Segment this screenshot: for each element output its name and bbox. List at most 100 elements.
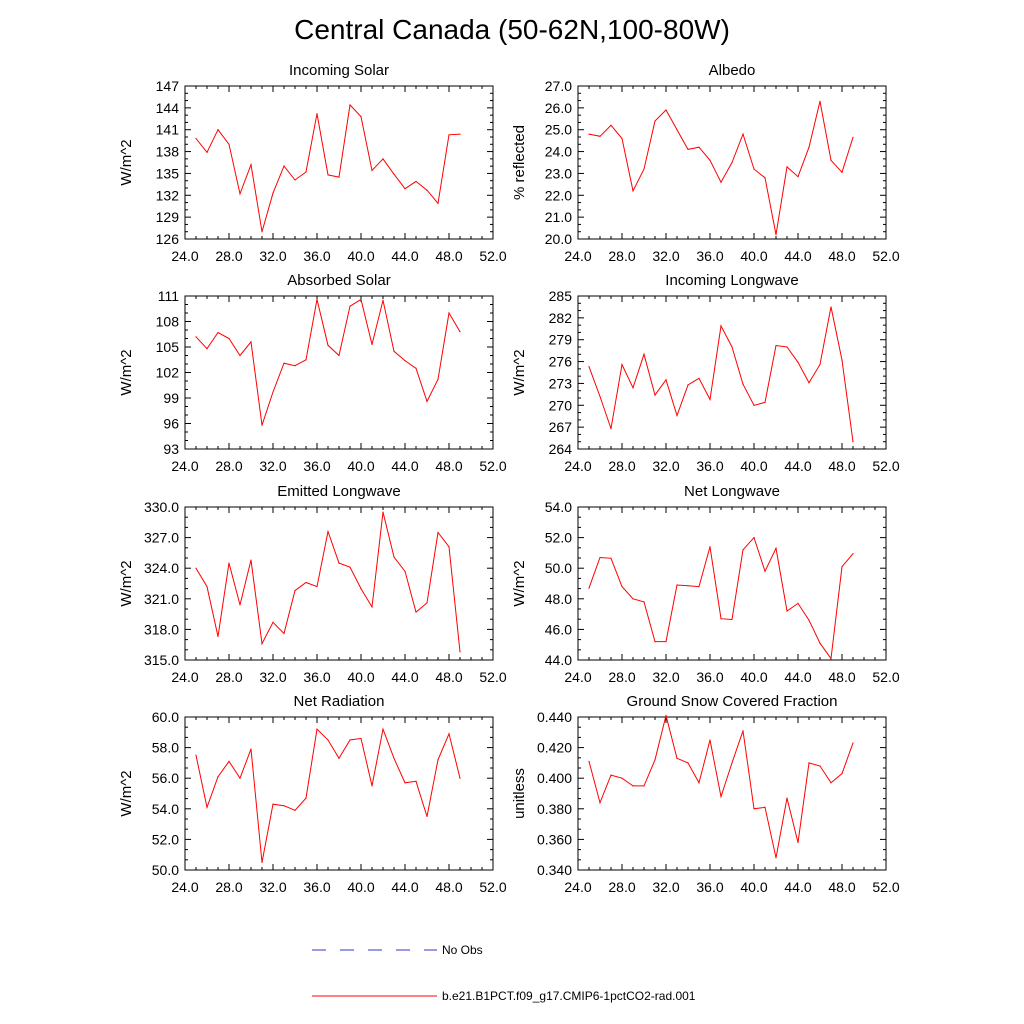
- data-point: [239, 354, 241, 357]
- y-tick-label: 105: [156, 339, 180, 355]
- data-point: [830, 159, 832, 161]
- y-tick-label: 264: [549, 441, 573, 457]
- data-point: [239, 604, 241, 606]
- data-point: [316, 298, 318, 300]
- y-tick-label: 141: [156, 122, 180, 138]
- y-axis-label: % reflected: [511, 125, 528, 200]
- x-tick-label: 32.0: [259, 879, 286, 895]
- panel-albedo: Albedo % reflected 24.0 28.0 32.0 36.0 40.0 44.…: [511, 62, 900, 264]
- y-tick-label: 285: [549, 288, 573, 304]
- y-axis-label: W/m^2: [118, 560, 135, 606]
- y-tick-label: 93: [163, 441, 179, 457]
- data-point: [217, 129, 219, 131]
- data-point: [797, 841, 799, 844]
- panel-title: Emitted Longwave: [277, 483, 400, 500]
- data-point: [393, 757, 395, 759]
- data-point: [720, 618, 722, 620]
- data-point: [731, 618, 733, 621]
- data-point: [228, 337, 230, 340]
- data-point: [852, 742, 854, 744]
- y-tick-label: 144: [156, 100, 180, 116]
- series-line: [588, 101, 854, 235]
- data-point: [742, 549, 744, 551]
- panel-incoming-longwave: Incoming Longwave W/m^2 24.0 28.0 32.0 36.0 40…: [511, 272, 900, 474]
- y-tick-label: 0.400: [537, 770, 572, 786]
- data-point: [687, 585, 689, 587]
- data-point: [327, 530, 329, 533]
- data-point: [610, 428, 612, 430]
- x-tick-label: 52.0: [872, 458, 899, 474]
- data-point: [393, 556, 395, 558]
- x-tick-label: 48.0: [435, 458, 462, 474]
- data-point: [841, 566, 843, 568]
- data-point: [808, 146, 810, 148]
- y-axis-label: W/m^2: [118, 770, 135, 816]
- data-point: [294, 809, 296, 811]
- data-point: [599, 395, 601, 398]
- panel-title: Incoming Longwave: [665, 272, 798, 289]
- y-tick-label: 96: [163, 416, 179, 432]
- data-point: [654, 394, 656, 396]
- data-point: [448, 733, 450, 735]
- x-tick-label: 48.0: [828, 248, 855, 264]
- data-point: [687, 384, 689, 386]
- data-point: [228, 562, 230, 564]
- y-tick-label: 99: [163, 390, 179, 406]
- data-point: [459, 133, 461, 135]
- data-point: [448, 312, 450, 314]
- y-tick-label: 56.0: [152, 770, 179, 786]
- x-tick-label: 28.0: [608, 669, 635, 685]
- data-point: [731, 346, 733, 348]
- data-point: [294, 179, 296, 181]
- y-tick-label: 54.0: [545, 499, 572, 515]
- data-point: [426, 189, 428, 191]
- y-tick-label: 0.440: [537, 709, 572, 725]
- data-point: [709, 739, 711, 741]
- data-point: [610, 124, 612, 126]
- data-point: [830, 782, 832, 784]
- data-point: [283, 362, 285, 364]
- data-point: [720, 325, 722, 327]
- x-tick-label: 32.0: [652, 248, 679, 264]
- data-point: [228, 143, 230, 145]
- data-point: [415, 611, 417, 613]
- y-axis-label: W/m^2: [511, 349, 528, 395]
- y-tick-label: 102: [156, 365, 180, 381]
- y-tick-label: 0.360: [537, 831, 572, 847]
- data-point: [459, 651, 461, 653]
- x-tick-label: 48.0: [435, 248, 462, 264]
- data-point: [250, 748, 252, 750]
- y-tick-label: 318.0: [144, 621, 179, 637]
- data-point: [808, 762, 810, 764]
- x-tick-label: 32.0: [259, 458, 286, 474]
- data-point: [753, 168, 755, 170]
- x-tick-label: 24.0: [564, 879, 591, 895]
- y-tick-label: 0.380: [537, 801, 572, 817]
- data-point: [228, 760, 230, 762]
- y-tick-label: 60.0: [152, 709, 179, 725]
- data-point: [709, 398, 711, 401]
- plot-frame: [577, 716, 887, 871]
- data-point: [610, 774, 612, 776]
- data-point: [841, 171, 843, 173]
- y-axis-label: W/m^2: [118, 139, 135, 185]
- data-point: [382, 158, 384, 160]
- panel-title: Net Radiation: [294, 693, 385, 710]
- x-tick-label: 28.0: [215, 248, 242, 264]
- panel-absorbed-solar: Absorbed Solar W/m^2 24.0 28.0 32.0 36.0 40.0 4…: [118, 272, 507, 474]
- data-point: [371, 785, 373, 787]
- data-point: [272, 192, 274, 194]
- y-tick-label: 46.0: [545, 621, 572, 637]
- y-tick-label: 54.0: [152, 801, 179, 817]
- x-tick-label: 44.0: [391, 879, 418, 895]
- y-tick-label: 111: [158, 288, 179, 304]
- x-tick-label: 40.0: [740, 458, 767, 474]
- data-point: [709, 159, 711, 161]
- data-point: [698, 585, 700, 588]
- data-point: [206, 806, 208, 808]
- data-point: [632, 387, 634, 389]
- data-point: [687, 148, 689, 150]
- y-tick-label: 21.0: [545, 209, 572, 225]
- x-tick-label: 40.0: [347, 248, 374, 264]
- data-point: [764, 401, 766, 403]
